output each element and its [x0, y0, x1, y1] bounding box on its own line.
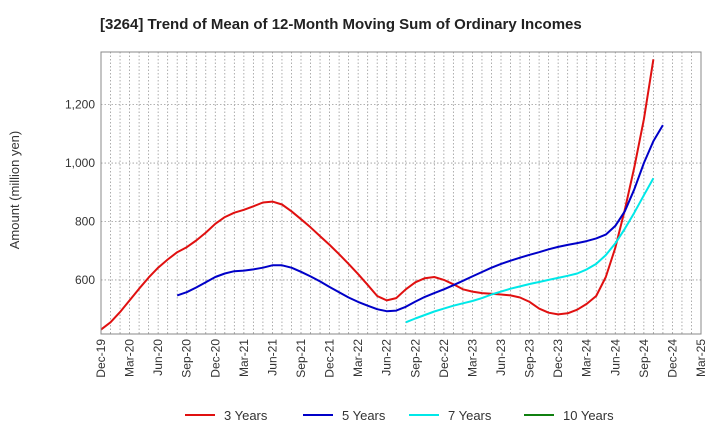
x-tick-label: Mar-20: [123, 339, 137, 377]
x-tick-label: Dec-19: [94, 339, 108, 378]
x-tick-label: Sep-21: [294, 339, 308, 378]
y-tick-label: 1,200: [65, 98, 95, 112]
grid: [101, 52, 701, 334]
x-tick-label: Dec-24: [665, 339, 679, 378]
x-tick-label: Jun-20: [151, 339, 165, 376]
legend-label-3-years: 3 Years: [224, 408, 268, 423]
x-tick-label: Mar-23: [465, 339, 479, 377]
x-tick-label: Dec-21: [323, 339, 337, 378]
series-line-7-years: [405, 177, 655, 324]
chart-title: [3264] Trend of Mean of 12-Month Moving …: [100, 16, 582, 33]
plot-frame: [100, 51, 702, 335]
series-line-5-years: [176, 124, 664, 313]
y-axis-ticks: 600 800 1,000 1,200: [65, 98, 95, 287]
legend: 3 Years 5 Years 7 Years 10 Years: [185, 408, 614, 423]
y-tick-label: 600: [75, 273, 95, 287]
legend-label-7-years: 7 Years: [448, 408, 492, 423]
x-tick-label: Jun-21: [265, 339, 279, 376]
y-tick-label: 1,000: [65, 156, 95, 170]
x-tick-label: Sep-24: [637, 339, 651, 378]
x-tick-label: Jun-22: [380, 339, 394, 376]
x-tick-label: Sep-22: [408, 339, 422, 378]
x-axis-ticks: Dec-19 Mar-20 Jun-20 Sep-20 Dec-20 Mar-21 Jun-…: [94, 339, 708, 378]
y-axis-label: Amount (million yen): [7, 131, 22, 250]
x-tick-label: Mar-21: [237, 339, 251, 377]
legend-label-10-years: 10 Years: [563, 408, 614, 423]
series-layer: [100, 59, 664, 331]
x-tick-label: Dec-23: [551, 339, 565, 378]
x-tick-label: Sep-23: [523, 339, 537, 378]
x-tick-label: Sep-20: [180, 339, 194, 378]
x-tick-label: Dec-20: [208, 339, 222, 378]
x-tick-label: Mar-24: [580, 339, 594, 377]
x-tick-label: Jun-23: [494, 339, 508, 376]
y-tick-label: 800: [75, 214, 95, 228]
x-tick-label: Mar-22: [351, 339, 365, 377]
x-tick-label: Mar-25: [694, 339, 708, 377]
x-tick-label: Jun-24: [608, 339, 622, 376]
legend-label-5-years: 5 Years: [342, 408, 386, 423]
series-line-3-years: [100, 59, 655, 331]
x-tick-label: Dec-22: [437, 339, 451, 378]
